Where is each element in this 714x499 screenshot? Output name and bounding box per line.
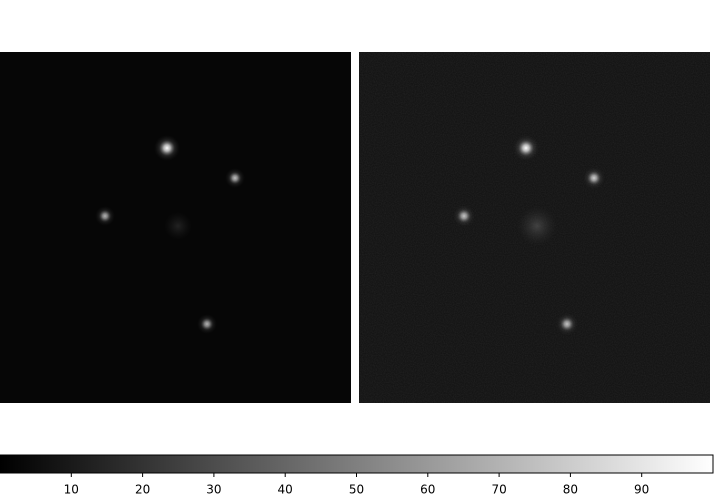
colorbar-tick-label: 10 <box>64 483 79 497</box>
right-panel <box>359 52 710 403</box>
colorbar-tick-label: 20 <box>135 483 150 497</box>
colorbar: 10 20 30 40 50 60 70 80 90 <box>0 454 714 497</box>
colorbar-tick-label: 70 <box>491 483 506 497</box>
colorbar-tick-label: 40 <box>278 483 293 497</box>
colorbar-tick-label: 30 <box>206 483 221 497</box>
left-panel <box>0 52 351 403</box>
colorbar-tick-label: 60 <box>420 483 435 497</box>
colorbar-tick-label: 80 <box>563 483 578 497</box>
colorbar-tick-label: 50 <box>349 483 364 497</box>
colorbar-tick-label: 90 <box>634 483 649 497</box>
